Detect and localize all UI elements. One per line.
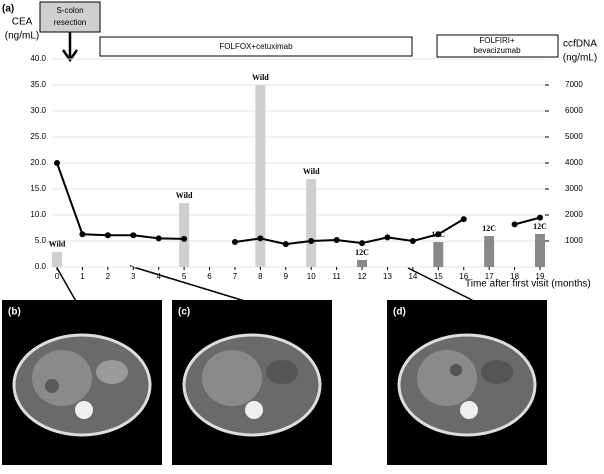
line-point (409, 238, 416, 244)
x-tick-label: 7 (233, 272, 238, 281)
ct-image: (d) (387, 300, 547, 465)
bar (433, 242, 444, 267)
x-tick-label: 17 (485, 272, 494, 281)
bar (179, 203, 190, 267)
x-tick-label: 14 (408, 272, 417, 281)
ct-image: (b) (2, 300, 162, 465)
bar-label: Wild (252, 73, 269, 82)
connector (407, 267, 479, 304)
connector (56, 267, 78, 304)
y-axis-label: (ng/mL) (5, 31, 39, 42)
y2-axis-label: (ng/mL) (563, 53, 597, 64)
y-axis-label: CEA (12, 17, 33, 28)
line-point (130, 232, 137, 239)
y-tick-label: 5.0 (35, 236, 47, 245)
x-tick-label: 5 (182, 272, 187, 281)
y2-tick-label: 4000 (565, 158, 583, 167)
bar-label: 12C (355, 248, 369, 257)
bar-label: Wild (49, 240, 66, 249)
treatment-label: resection (54, 18, 86, 27)
treatment-box (436, 34, 559, 58)
x-tick-label: 4 (156, 272, 161, 281)
y2-tick-label: 2000 (565, 210, 583, 219)
line (56, 162, 541, 246)
line-point (384, 234, 391, 241)
treatment-label: S-colon (56, 6, 83, 15)
line-point (282, 241, 289, 248)
x-tick-label: 19 (536, 272, 545, 281)
connector (129, 265, 249, 303)
line-point (435, 231, 442, 238)
x-tick-label: 16 (459, 272, 468, 281)
bar-label: 12C (482, 224, 496, 233)
y-tick-label: 15.0 (30, 184, 46, 193)
y2-tick-label: 3000 (565, 184, 583, 193)
line-point (181, 235, 188, 242)
line-point (308, 238, 315, 244)
line-point (333, 236, 340, 243)
x-tick-label: 9 (284, 272, 289, 281)
y2-tick-label: 6000 (565, 106, 583, 115)
y-tick-label: 0.0 (35, 262, 47, 271)
y-tick-label: 20.0 (30, 158, 46, 167)
x-tick-label: 18 (510, 272, 519, 281)
line-point (511, 221, 518, 228)
y2-tick-label: 5000 (565, 132, 583, 141)
x-tick-label: 1 (80, 272, 85, 281)
bar (52, 251, 62, 267)
line-point (460, 216, 467, 223)
treatment-label: FOLFOX+cetuximab (219, 42, 293, 51)
line-point (359, 240, 366, 247)
panel-label: (c) (178, 307, 190, 318)
bar-label: 12C (533, 222, 547, 231)
treatment-label: FOLFIRI+ (479, 36, 515, 45)
y2-axis-label: ccfDNA (563, 39, 597, 50)
line-point (537, 214, 543, 221)
bar-label: Wild (303, 167, 320, 176)
line-point (79, 231, 86, 238)
line-point (54, 160, 60, 166)
line-point (155, 235, 162, 242)
x-tick-label: 8 (258, 272, 263, 281)
treatment-box (99, 36, 413, 57)
treatment-label: bevacizumab (473, 46, 521, 55)
x-tick-label: 0 (55, 272, 60, 281)
y2-tick-label: 7000 (565, 80, 583, 89)
x-axis-label: Time after first visit (months) (465, 279, 591, 290)
x-tick-label: 10 (307, 272, 316, 281)
bar (306, 179, 317, 267)
panel-label: (b) (8, 307, 21, 318)
panel-label: (a) (2, 4, 14, 15)
y-tick-label: 35.0 (30, 80, 46, 89)
y-tick-label: 25.0 (30, 132, 46, 141)
y-tick-label: 10.0 (30, 210, 46, 219)
ct-image: (c) (172, 300, 332, 465)
x-tick-label: 11 (332, 272, 341, 281)
x-tick-label: 6 (207, 272, 212, 281)
y-tick-label: 40.0 (30, 54, 46, 63)
x-tick-label: 13 (383, 272, 392, 281)
line-point (231, 239, 238, 246)
y2-tick-label: 1000 (565, 236, 583, 245)
bar-label: Wild (176, 191, 193, 200)
bar (357, 259, 368, 267)
bar (255, 85, 266, 267)
bar (484, 236, 495, 267)
x-tick-label: 2 (106, 272, 111, 281)
x-tick-label: 3 (131, 272, 136, 281)
bar (535, 233, 545, 267)
arrow-head (61, 49, 79, 63)
line-point (104, 232, 111, 239)
panel-label: (d) (393, 307, 406, 318)
x-tick-label: 12 (358, 272, 367, 281)
y-tick-label: 30.0 (30, 106, 46, 115)
x-tick-label: 15 (434, 272, 443, 281)
line-point (257, 235, 264, 242)
